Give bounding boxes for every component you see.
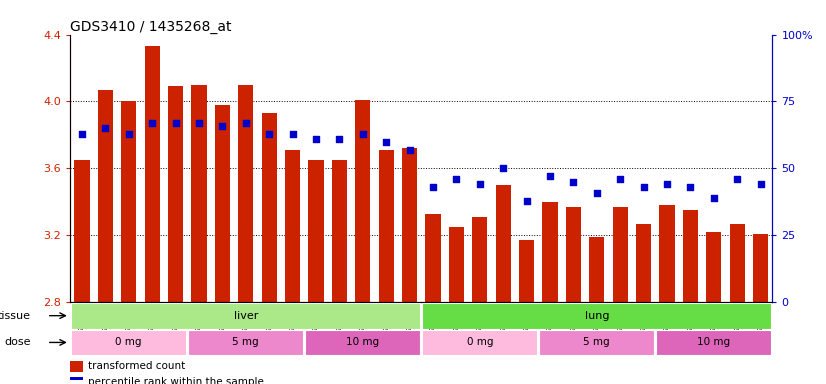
Bar	[729, 223, 745, 302]
Point	[216, 122, 229, 129]
Text: dose: dose	[4, 338, 31, 348]
Bar	[496, 185, 510, 302]
Text: 5 mg: 5 mg	[583, 338, 610, 348]
Point	[544, 174, 557, 180]
Text: liver: liver	[234, 311, 258, 321]
Bar	[121, 101, 136, 302]
Point	[426, 184, 439, 190]
Bar	[192, 85, 206, 302]
Bar	[71, 303, 420, 329]
Bar	[71, 329, 187, 355]
Point	[449, 176, 463, 182]
Point	[473, 181, 487, 187]
Point	[380, 139, 393, 145]
Point	[309, 136, 322, 142]
Bar	[589, 237, 605, 302]
Point	[590, 189, 603, 195]
Point	[730, 176, 743, 182]
Point	[122, 131, 135, 137]
Point	[75, 131, 88, 137]
Text: 10 mg: 10 mg	[346, 338, 379, 348]
Bar	[656, 329, 771, 355]
Point	[754, 181, 767, 187]
Point	[637, 184, 650, 190]
Text: 0 mg: 0 mg	[116, 338, 142, 348]
Point	[567, 179, 580, 185]
Text: 10 mg: 10 mg	[697, 338, 730, 348]
Bar	[378, 150, 394, 302]
Point	[192, 120, 206, 126]
Bar	[74, 160, 89, 302]
Bar	[425, 214, 440, 302]
Text: GDS3410 / 1435268_at: GDS3410 / 1435268_at	[70, 20, 232, 33]
Point	[99, 125, 112, 131]
Point	[660, 181, 673, 187]
Bar	[472, 217, 487, 302]
Bar	[402, 148, 417, 302]
Point	[286, 131, 299, 137]
Point	[684, 184, 697, 190]
Bar	[683, 210, 698, 302]
Bar	[168, 86, 183, 302]
Point	[707, 195, 720, 201]
Bar	[355, 100, 370, 302]
Bar	[543, 202, 558, 302]
Point	[145, 120, 159, 126]
Text: lung: lung	[585, 311, 609, 321]
Text: percentile rank within the sample: percentile rank within the sample	[88, 377, 263, 384]
Bar	[308, 160, 324, 302]
Bar	[449, 227, 464, 302]
Bar	[422, 303, 771, 329]
Bar	[262, 113, 277, 302]
Point	[520, 197, 534, 204]
Bar	[659, 205, 675, 302]
Bar	[145, 46, 159, 302]
Bar	[422, 329, 538, 355]
Bar	[539, 329, 654, 355]
Bar	[238, 85, 254, 302]
Bar	[215, 105, 230, 302]
Bar	[70, 361, 83, 372]
Point	[169, 120, 183, 126]
Text: transformed count: transformed count	[88, 361, 185, 371]
Point	[356, 131, 369, 137]
Text: tissue: tissue	[0, 311, 31, 321]
Bar	[332, 160, 347, 302]
Point	[496, 166, 510, 172]
Bar	[70, 376, 83, 384]
Bar	[305, 329, 420, 355]
Point	[403, 147, 416, 153]
Bar	[636, 223, 651, 302]
Bar	[613, 207, 628, 302]
Bar	[285, 150, 300, 302]
Bar	[753, 234, 768, 302]
Point	[240, 120, 253, 126]
Point	[333, 136, 346, 142]
Text: 5 mg: 5 mg	[232, 338, 259, 348]
Point	[263, 131, 276, 137]
Bar	[519, 240, 534, 302]
Point	[614, 176, 627, 182]
Text: 0 mg: 0 mg	[467, 338, 493, 348]
Bar	[188, 329, 303, 355]
Bar	[97, 90, 113, 302]
Bar	[706, 232, 721, 302]
Bar	[566, 207, 581, 302]
